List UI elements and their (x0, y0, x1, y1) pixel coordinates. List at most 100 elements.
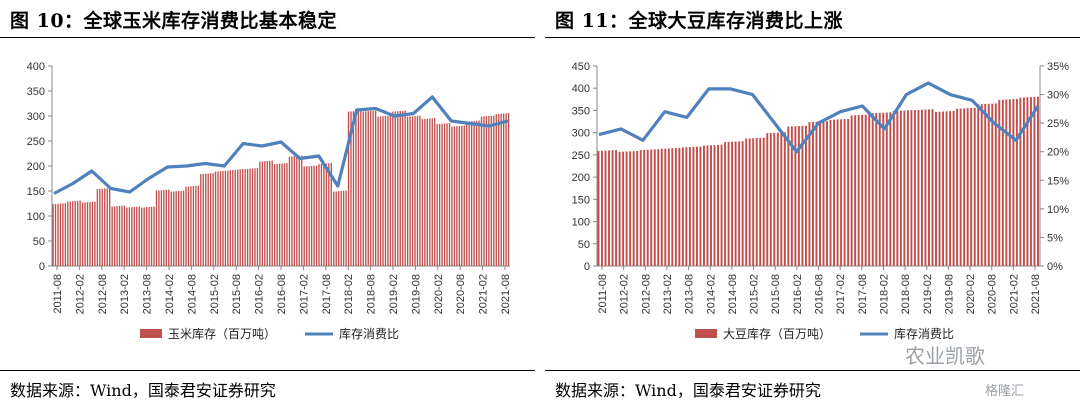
bar (727, 141, 730, 266)
bar (458, 126, 461, 266)
bar (681, 147, 684, 266)
x-tick-label: 2021-02 (478, 274, 490, 314)
bar (116, 206, 118, 266)
line-series (53, 95, 509, 195)
bar (273, 164, 276, 266)
bar (938, 111, 941, 266)
bar (436, 124, 438, 266)
bar (182, 190, 185, 266)
bar (636, 150, 639, 266)
y-tick-label: 300 (572, 128, 590, 140)
bar (269, 160, 271, 266)
bar (434, 118, 436, 266)
bar (994, 103, 997, 266)
bar (949, 111, 952, 267)
x-tick-label: 2020-08 (455, 274, 467, 314)
bar (325, 163, 328, 266)
bar (426, 118, 429, 266)
bar (217, 171, 219, 266)
bar (123, 205, 126, 266)
bar (456, 126, 458, 266)
bar (963, 108, 966, 267)
bar (1022, 97, 1025, 266)
bar (347, 111, 350, 266)
bar (109, 188, 111, 266)
bar (160, 190, 163, 266)
bar (819, 121, 821, 266)
bar (945, 111, 948, 266)
bar (286, 163, 288, 266)
bar (808, 122, 811, 266)
bar (826, 121, 828, 266)
bar (104, 188, 106, 266)
y-right-tick-label: 25% (1047, 118, 1069, 130)
bar (264, 161, 266, 266)
bar (256, 168, 259, 266)
bar (475, 120, 478, 266)
x-tick-label: 2017-02 (298, 274, 310, 314)
bar (977, 104, 980, 266)
bar (980, 104, 983, 266)
bar (111, 206, 113, 266)
bar (451, 126, 453, 266)
x-tick-label: 2014-08 (727, 274, 739, 314)
bar (833, 119, 836, 266)
bar (244, 169, 246, 266)
bar (438, 123, 441, 267)
legend-bar-swatch (695, 329, 717, 338)
bar (878, 112, 881, 266)
bar (868, 114, 871, 267)
bar (973, 107, 976, 266)
bar (752, 138, 755, 266)
bar (713, 145, 716, 266)
bar (488, 116, 490, 266)
left-bottom-rule (0, 370, 535, 371)
bar (717, 144, 720, 266)
bar (96, 189, 99, 266)
legend-line-label: 库存消费比 (894, 326, 954, 341)
bar (453, 126, 456, 267)
bar (463, 125, 465, 266)
bar (190, 186, 192, 266)
bar (490, 115, 493, 266)
bar (829, 119, 832, 266)
bar (431, 118, 433, 266)
bar (843, 119, 846, 267)
x-tick-label: 2012-02 (619, 274, 631, 314)
bar (882, 112, 885, 267)
bar (340, 191, 342, 266)
bar (52, 204, 54, 266)
bar (1033, 96, 1036, 266)
bar (239, 169, 241, 266)
bar (81, 202, 84, 266)
bar (625, 151, 628, 266)
bar (502, 113, 505, 266)
logo: 格隆汇 (985, 384, 1025, 399)
bar (212, 173, 214, 266)
bar (601, 150, 603, 266)
bar (175, 191, 177, 266)
y-right-tick-label: 30% (1047, 90, 1069, 102)
bar (197, 185, 200, 266)
bar (745, 138, 748, 266)
bar (249, 168, 251, 266)
bar (202, 173, 204, 266)
bar (706, 145, 709, 266)
bar (759, 137, 762, 266)
bar (790, 126, 793, 266)
bar (773, 132, 776, 266)
bar (741, 141, 744, 266)
bar (710, 145, 712, 266)
left-source: 数据来源：Wind，国泰君安证券研究 (10, 381, 276, 400)
bar (466, 121, 468, 266)
bar (441, 123, 443, 266)
bar (924, 109, 927, 266)
y-tick-label: 50 (578, 239, 590, 251)
legend-line-label: 库存消费比 (339, 326, 399, 341)
bar (485, 116, 488, 266)
bar (62, 203, 64, 266)
bar (970, 108, 973, 267)
bar (495, 114, 497, 266)
x-tick-label: 2016-08 (814, 274, 826, 314)
bar-series (52, 110, 510, 267)
